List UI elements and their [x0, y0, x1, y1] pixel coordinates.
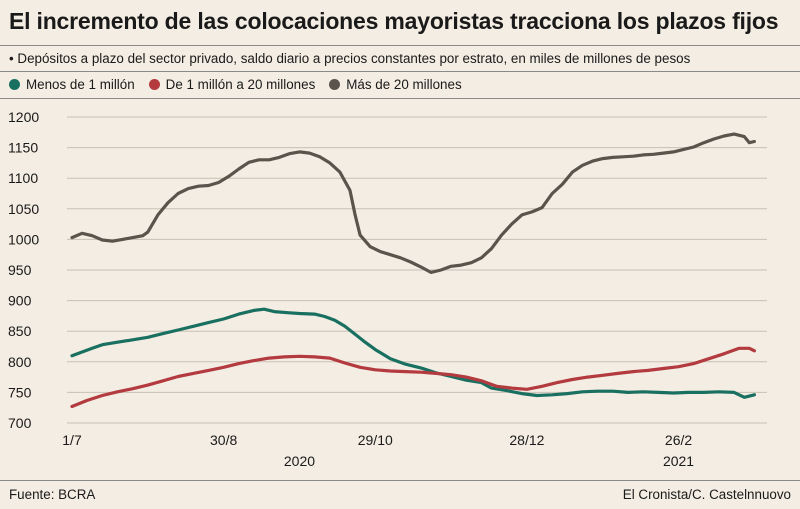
y-tick-label-850: 850 [8, 323, 32, 339]
y-tick-label-700: 700 [8, 415, 32, 431]
y-tick-label-1100: 1100 [8, 170, 38, 186]
y-tick-label-1150: 1150 [8, 140, 38, 156]
credit-note: El Cronista/C. Castelnnuovo [622, 487, 791, 502]
legend-swatch-menos-1-millon [9, 79, 20, 90]
legend: Menos de 1 millón De 1 millón a 20 millo… [9, 77, 476, 92]
y-tick-label-800: 800 [8, 354, 32, 370]
title-divider [0, 45, 800, 46]
legend-swatch-1-a-20-millones [148, 79, 160, 90]
y-tick-label-1050: 1050 [8, 201, 39, 217]
y-tick-label-750: 750 [8, 384, 32, 400]
legend-item-mas-20-millones: Más de 20 millones [329, 77, 462, 92]
x-tick-label-1: 30/8 [210, 432, 237, 448]
series-line-mas-20-millones [70, 132, 756, 274]
legend-swatch-mas-20-millones [329, 79, 341, 90]
footer-divider [0, 480, 800, 481]
y-tick-label-900: 900 [8, 293, 32, 309]
legend-label-mas-20-millones: Más de 20 millones [346, 77, 462, 92]
y-tick-label-950: 950 [8, 262, 32, 278]
legend-label-menos-1-millon: Menos de 1 millón [26, 77, 135, 92]
x-tick-label-2: 29/10 [358, 432, 393, 448]
x-tick-label-0: 1/7 [62, 432, 82, 448]
y-tick-label-1000: 1000 [8, 231, 39, 247]
line-chart: 700 750 800 850 900 950 1000 1050 1100 1150 1200 1/… [8, 109, 767, 469]
chart-subtitle: • Depósitos a plazo del sector privado, … [9, 51, 691, 66]
y-tick-label-1200: 1200 [8, 109, 39, 125]
subtitle-divider [0, 71, 800, 72]
x-tick-label-3: 28/12 [509, 432, 544, 448]
source-note: Fuente: BCRA [9, 487, 96, 502]
legend-item-1-a-20-millones: De 1 millón a 20 millones [148, 77, 316, 92]
series-line-1-a-20-millones [70, 346, 756, 409]
legend-label-1-a-20-millones: De 1 millón a 20 millones [165, 77, 316, 92]
legend-item-menos-1-millon: Menos de 1 millón [9, 77, 135, 92]
x-year-label-0: 2020 [284, 453, 315, 469]
chart-title: El incremento de las colocaciones mayori… [9, 8, 779, 34]
series-line-menos-1-millon [70, 307, 756, 399]
x-year-label-1: 2021 [663, 453, 694, 469]
x-tick-label-4: 26/2 [665, 432, 692, 448]
legend-divider [0, 98, 800, 99]
